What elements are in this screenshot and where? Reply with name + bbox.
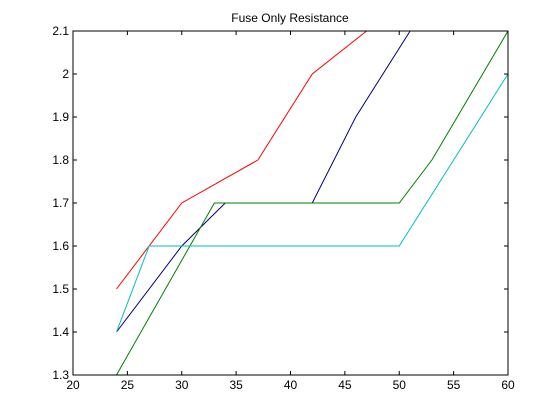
series-line-1: [116, 31, 367, 290]
y-tick-label: 1.6: [52, 239, 69, 253]
x-tick-label: 55: [447, 378, 461, 392]
y-tick-label: 1.9: [52, 110, 69, 124]
series-line-2: [116, 31, 411, 333]
y-tick-label: 1.4: [52, 325, 69, 339]
series-line-3: [116, 31, 508, 375]
x-tick-label: 50: [393, 378, 407, 392]
series-line-4: [116, 73, 508, 333]
x-tick-label: 60: [501, 378, 515, 392]
x-tick-label: 20: [66, 378, 80, 392]
series-layer: [116, 31, 508, 375]
y-tick-label: 1.8: [52, 153, 69, 167]
chart-title: Fuse Only Resistance: [231, 11, 349, 25]
y-tick-label: 2.1: [52, 24, 69, 38]
y-tick-label: 2: [62, 67, 69, 81]
x-tick-label: 30: [175, 378, 189, 392]
y-axis-ticks: 1.3 1.4 1.5 1.6 1.7 1.8 1.9 2 2.1: [52, 24, 508, 382]
x-tick-label: 35: [229, 378, 243, 392]
x-tick-label: 40: [284, 378, 298, 392]
x-tick-label: 25: [121, 378, 135, 392]
x-tick-label: 45: [338, 378, 352, 392]
y-tick-label: 1.3: [52, 368, 69, 382]
y-tick-label: 1.5: [52, 282, 69, 296]
y-tick-label: 1.7: [52, 196, 69, 210]
x-axis-ticks: 20 25 30 35 40 45 50 55 60: [66, 31, 515, 392]
